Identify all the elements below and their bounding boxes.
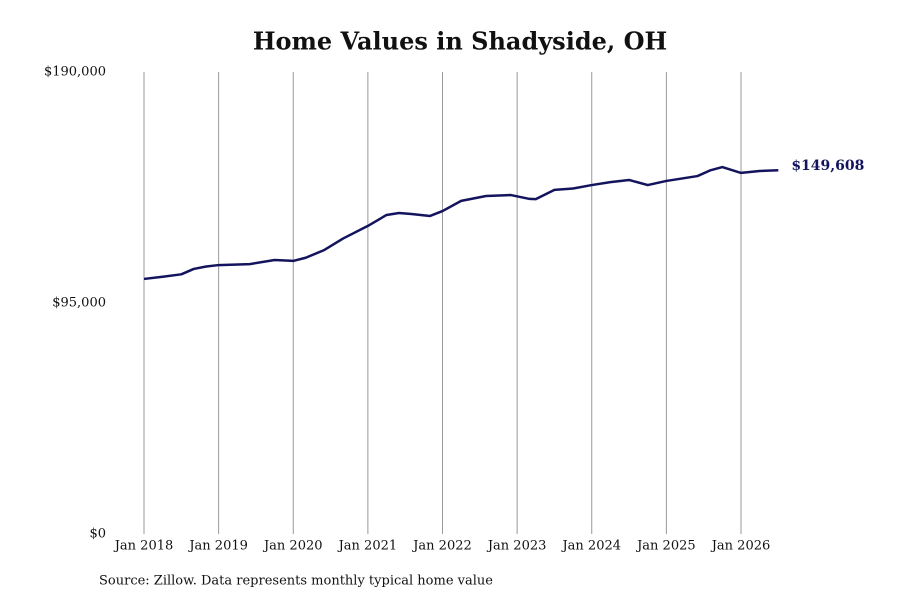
x-tick-label: Jan 2024 xyxy=(560,539,621,554)
x-tick-label: Jan 2021 xyxy=(337,539,398,554)
x-tick-label: Jan 2023 xyxy=(486,539,547,554)
x-tick-label: Jan 2020 xyxy=(262,539,323,554)
source-note: Source: Zillow. Data represents monthly … xyxy=(99,574,493,589)
x-tick-label: Jan 2018 xyxy=(113,539,174,554)
x-tick-label: Jan 2026 xyxy=(710,539,771,554)
value-label: $149,608 xyxy=(791,158,864,174)
x-tick-label: Jan 2025 xyxy=(635,539,696,554)
line xyxy=(143,165,779,281)
x-tick-label: Jan 2022 xyxy=(411,539,472,554)
chart-title: Home Values in Shadyside, OH xyxy=(253,27,667,56)
y-tick-label: $0 xyxy=(89,527,106,542)
y-tick-label: $95,000 xyxy=(52,296,106,311)
y-tick-label: $190,000 xyxy=(44,65,106,80)
x-tick-label: Jan 2019 xyxy=(187,539,248,554)
